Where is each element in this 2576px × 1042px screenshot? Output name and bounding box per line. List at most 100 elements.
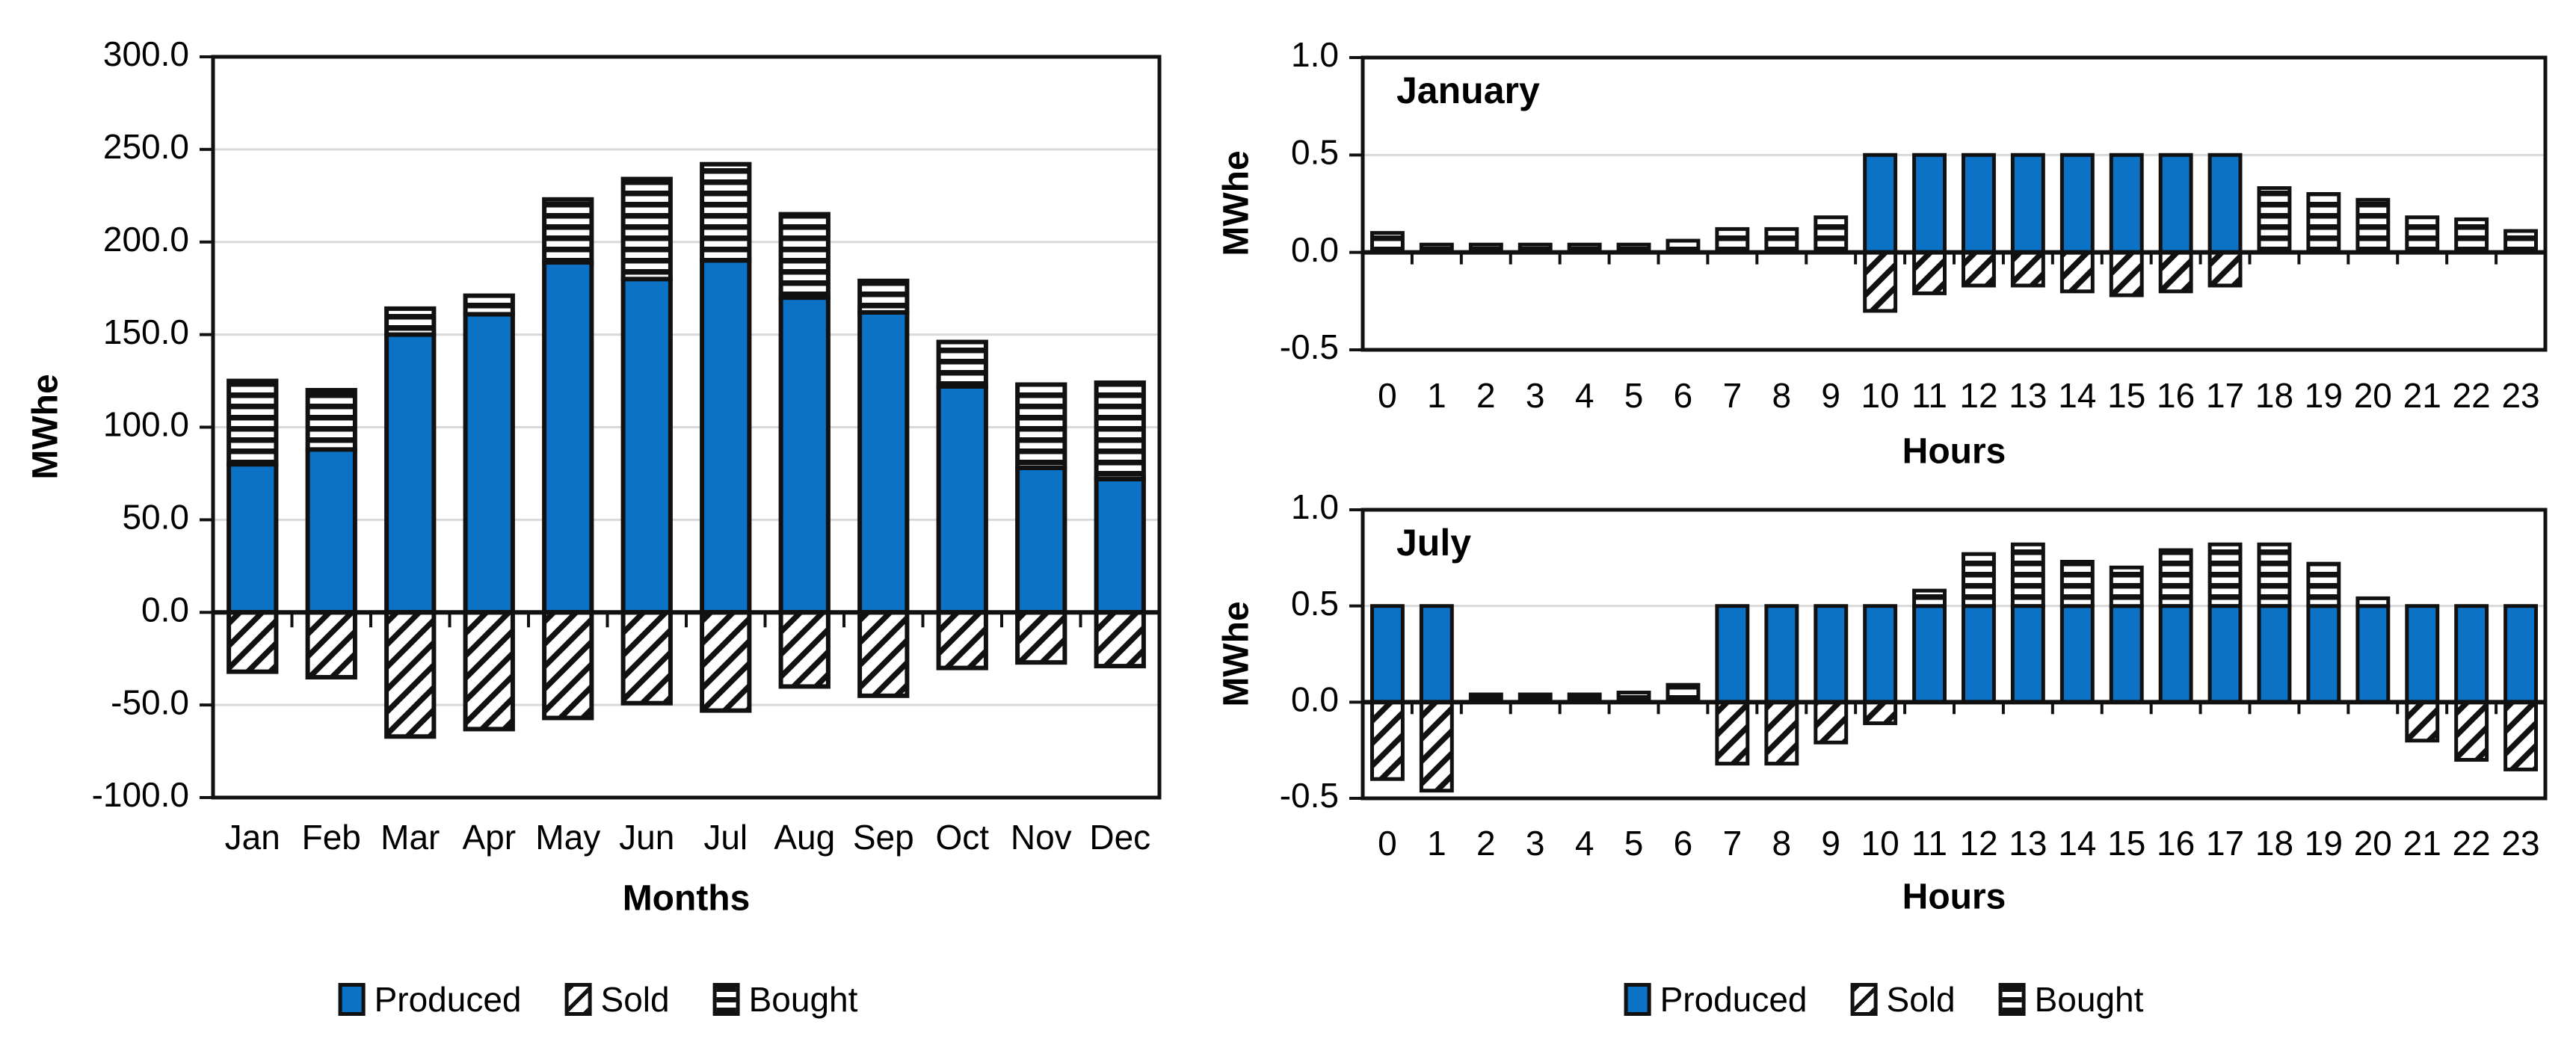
bar-bought-8 [1764, 226, 1799, 255]
y-tick-label: 0.5 [1291, 584, 1339, 623]
bar-produced-10 [1863, 152, 1898, 255]
x-axis-title: Hours [1902, 432, 2006, 472]
bar-sold-Feb [305, 610, 357, 679]
x-category-label: 20 [2354, 376, 2392, 415]
bar-produced-13 [2010, 152, 2045, 255]
x-category-label: Jun [619, 818, 674, 857]
x-category-label: 13 [2009, 824, 2047, 863]
bar-bought-15 [2109, 565, 2144, 608]
x-category-label: 12 [1959, 376, 1997, 415]
bar-produced-17 [2207, 604, 2243, 704]
x-category-label: 15 [2107, 376, 2145, 415]
bar-produced-Mar [384, 332, 437, 615]
bar-sold-9 [1814, 700, 1849, 744]
legend-produced-label: Produced [1660, 980, 1808, 1019]
bar-sold-Jun [620, 610, 673, 706]
x-category-label: 11 [1911, 824, 1947, 863]
bar-bought-20 [2355, 596, 2391, 608]
bar-bought-Feb [305, 388, 357, 452]
x-category-label: 7 [1723, 824, 1743, 863]
x-category-label: 11 [1911, 376, 1947, 415]
bar-produced-7 [1715, 604, 1750, 704]
x-category-label: 2 [1476, 824, 1496, 863]
bar-bought-20 [2355, 197, 2391, 255]
bar-sold-Mar [384, 610, 437, 739]
legend-item-produced: Produced [338, 979, 522, 1020]
x-category-label: 8 [1772, 376, 1791, 415]
bar-bought-23 [2503, 229, 2538, 255]
y-tick-label: 300.0 [103, 34, 189, 73]
x-category-label: 0 [1378, 376, 1397, 415]
bar-sold-15 [2109, 250, 2144, 298]
bar-sold-Jan [227, 610, 279, 674]
x-category-label: 9 [1821, 376, 1840, 415]
bar-produced-15 [2109, 604, 2144, 704]
x-category-label: 18 [2255, 376, 2293, 415]
bar-sold-22 [2454, 700, 2489, 762]
bar-bought-14 [2059, 560, 2095, 608]
y-tick-label: 0.0 [1291, 679, 1339, 718]
x-category-label: 6 [1674, 376, 1693, 415]
bar-produced-14 [2059, 604, 2095, 704]
bar-produced-17 [2207, 152, 2243, 255]
bar-sold-23 [2503, 700, 2538, 771]
bar-sold-7 [1715, 700, 1750, 766]
x-category-label: 22 [2453, 376, 2491, 415]
chart-hourly-january: 1.00.50.0-0.50 1 2 3 4 5 6 7 8 9 10 11 12 13 14 15 16 17 1… [1217, 35, 2548, 472]
produced-swatch-icon [338, 983, 366, 1016]
y-tick-label: -50.0 [111, 682, 189, 721]
chart-monthly-energy: 300.0 250.0 200.0 150.0 100.0 50.0 0.0 -50.0 -10… [26, 34, 1162, 919]
bar-produced-Dec [1094, 476, 1146, 615]
x-category-label: 14 [2058, 824, 2096, 863]
bar-sold-11 [1912, 250, 1947, 295]
legend-sold-label: Sold [600, 980, 670, 1019]
bar-sold-May [542, 610, 594, 721]
chart-title: January [1396, 70, 1540, 111]
bar-produced-16 [2158, 604, 2193, 704]
bar-bought-12 [1962, 552, 1996, 608]
x-category-label: 5 [1624, 824, 1644, 863]
bar-bought-May [542, 197, 594, 265]
x-category-label: May [535, 818, 600, 857]
bar-produced-Jan [227, 462, 279, 615]
x-category-label: 16 [2157, 376, 2195, 415]
y-tick-label: 1.0 [1291, 487, 1339, 526]
bar-sold-Oct [936, 610, 988, 670]
bought-swatch-icon [712, 983, 740, 1016]
x-category-label: 19 [2305, 376, 2343, 415]
sold-swatch-icon [1850, 983, 1878, 1016]
bar-produced-14 [2059, 152, 2095, 255]
x-category-label: 17 [2206, 824, 2244, 863]
x-category-label: Dec [1089, 818, 1150, 857]
y-axis-title: MWhe [1217, 601, 1257, 706]
bar-bought-19 [2306, 192, 2341, 255]
bar-produced-Nov [1015, 466, 1067, 615]
x-category-label: Nov [1011, 818, 1072, 857]
x-category-label: 18 [2255, 824, 2293, 863]
x-category-label: 0 [1378, 824, 1397, 863]
bar-bought-6 [1666, 682, 1701, 704]
bought-swatch-icon [1998, 983, 2026, 1016]
bar-sold-1 [1419, 700, 1454, 793]
bar-bought-Aug [778, 212, 831, 300]
y-axis-title: MWhe [1217, 150, 1257, 256]
y-tick-label: -100.0 [92, 775, 189, 814]
bar-bought-17 [2207, 542, 2243, 608]
bar-bought-18 [2257, 186, 2292, 255]
x-category-label: 23 [2501, 824, 2539, 863]
bar-produced-1 [1419, 604, 1454, 704]
x-category-label: Mar [380, 818, 440, 857]
bar-bought-0 [1370, 231, 1405, 255]
x-category-label: Jul [703, 818, 748, 857]
x-category-label: 22 [2453, 824, 2491, 863]
bar-bought-21 [2405, 215, 2440, 255]
x-category-label: 14 [2058, 376, 2096, 415]
bar-bought-22 [2454, 217, 2489, 255]
bar-produced-10 [1863, 604, 1898, 704]
x-category-label: 21 [2403, 824, 2441, 863]
bar-sold-17 [2207, 250, 2243, 288]
x-category-label: 23 [2501, 376, 2539, 415]
bar-produced-11 [1912, 604, 1947, 704]
plot-frame [1361, 55, 2548, 352]
bar-produced-21 [2405, 604, 2440, 704]
